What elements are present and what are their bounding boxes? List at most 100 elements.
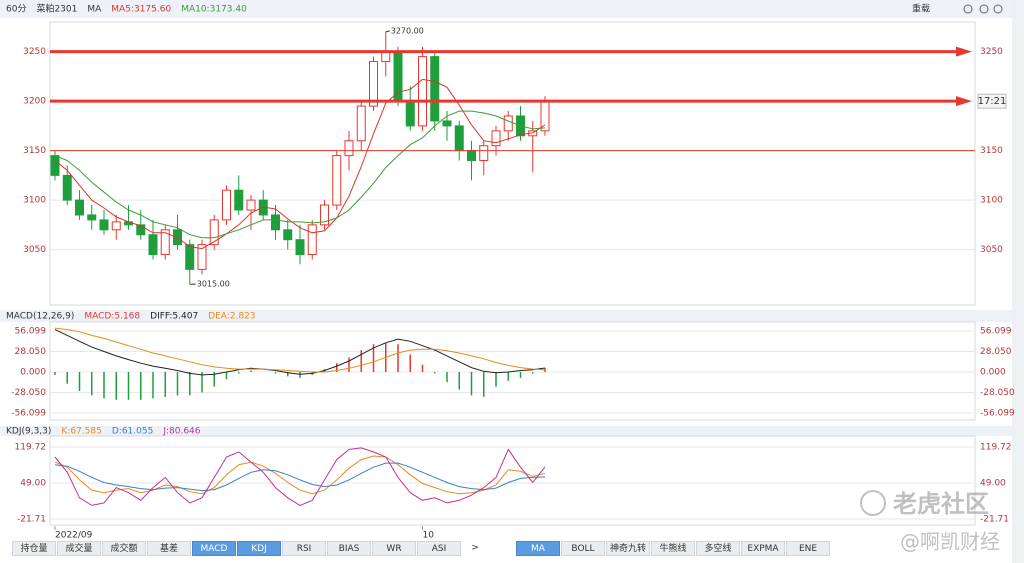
price-arrow xyxy=(956,96,972,107)
y-tick-label-right: 3150 xyxy=(980,146,1003,156)
legend-text: 60分 xyxy=(6,4,26,15)
panel-frame xyxy=(49,21,976,306)
candle-body xyxy=(503,115,513,132)
y-tick-label-right: 0.000 xyxy=(980,367,1006,377)
candle-body xyxy=(479,145,489,162)
watermark-logo xyxy=(860,490,886,516)
indicator-line xyxy=(54,78,546,250)
y-tick-label-right: 28.050 xyxy=(980,347,1012,357)
indicator-tab[interactable]: 多空线 xyxy=(696,541,740,556)
indicator-tab[interactable]: MA xyxy=(516,541,560,556)
legend-text: D:61.055 xyxy=(112,427,153,437)
y-tick-label: 3250 xyxy=(23,47,46,57)
candle-body xyxy=(197,244,207,270)
side-strip xyxy=(1012,0,1024,563)
candle-body xyxy=(344,140,354,157)
y-tick-label: 0.000 xyxy=(20,367,46,377)
indicator-tab[interactable]: 神奇九转 xyxy=(606,541,650,556)
legend-text: MA xyxy=(87,5,102,15)
candle-body xyxy=(467,150,476,162)
y-tick-label: 3050 xyxy=(23,245,46,255)
panel-header xyxy=(0,0,1012,18)
candle-body xyxy=(209,219,219,246)
candle-body xyxy=(491,130,501,147)
y-tick-label-right: 56.099 xyxy=(980,326,1012,336)
y-tick-label-right: 3250 xyxy=(980,47,1003,57)
indicator-tab[interactable]: BIAS xyxy=(327,541,371,556)
y-tick-label: 3100 xyxy=(23,196,46,206)
indicator-tab[interactable]: MACD xyxy=(192,541,236,556)
indicator-line xyxy=(54,327,546,373)
candle-body xyxy=(283,229,293,241)
candle-body xyxy=(246,199,256,211)
reload-button[interactable]: 重载 xyxy=(912,3,930,15)
watermark-author: @啊凯财经 xyxy=(900,530,1000,554)
candle-body xyxy=(99,219,109,231)
indicator-tab[interactable]: ENE xyxy=(786,541,830,556)
y-tick-label-right: -21.71 xyxy=(980,514,1009,524)
candle-body xyxy=(393,51,403,102)
price-tag: 17:21 xyxy=(978,96,1007,107)
indicator-tab[interactable]: 成交额 xyxy=(102,541,146,556)
window-icon xyxy=(993,4,1003,14)
candle-body xyxy=(87,214,97,221)
y-tick-label: 3150 xyxy=(23,146,46,156)
max-label: 3270.00 xyxy=(391,26,424,35)
candle-body xyxy=(320,204,329,226)
candle-body xyxy=(75,199,84,216)
candle-body xyxy=(418,56,427,127)
candle-body xyxy=(332,155,342,206)
indicator-line xyxy=(54,455,546,495)
legend-text: 菜粕2301 xyxy=(36,3,77,15)
y-tick-label-right: 3100 xyxy=(980,196,1003,206)
legend-text: K:67.585 xyxy=(61,427,101,437)
indicator-tab[interactable]: 牛熊线 xyxy=(651,541,695,556)
min-label: 3015.00 xyxy=(197,280,230,289)
y-tick-label-right: 3050 xyxy=(980,245,1003,255)
candle-body xyxy=(185,244,195,270)
candle-body xyxy=(369,61,378,107)
legend-text: KDJ(9,3,3) xyxy=(6,427,51,437)
x-tick-label: 2022/09 xyxy=(55,531,93,541)
candle-body xyxy=(234,189,244,211)
indicator-tab[interactable]: RSI xyxy=(282,541,326,556)
max-leader xyxy=(385,30,390,33)
candle-body xyxy=(405,100,415,127)
indicator-tab[interactable]: KDJ xyxy=(237,541,281,556)
indicator-line xyxy=(54,110,546,239)
indicator-tab[interactable]: > xyxy=(462,541,488,556)
y-tick-label: 56.099 xyxy=(15,326,47,336)
indicator-tab[interactable]: BOLL xyxy=(561,541,605,556)
panel-frame xyxy=(49,435,976,526)
panel-header xyxy=(0,426,1012,436)
window-icon xyxy=(963,4,973,14)
indicator-tab[interactable]: WR xyxy=(372,541,416,556)
indicator-tabs: 持仓量 成交量 成交额 基差 MACD KDJ RSI BIAS WR ASI > MA BOLL 神奇九… xyxy=(12,541,831,557)
indicator-tab[interactable]: 基差 xyxy=(147,541,191,556)
indicator-tab[interactable]: 成交量 xyxy=(57,541,101,556)
y-tick-label: 49.00 xyxy=(20,478,46,488)
y-tick-label: -28.050 xyxy=(11,388,46,398)
legend-text: MA5:3175.60 xyxy=(111,5,171,15)
x-tick-label: 10 xyxy=(423,531,435,541)
candle-body xyxy=(442,120,452,127)
indicator-tab[interactable]: ASI xyxy=(417,541,461,556)
y-tick-label: 119.72 xyxy=(15,442,47,452)
candle-body xyxy=(222,189,231,221)
window-icon xyxy=(979,4,989,14)
candle-body xyxy=(454,125,464,152)
legend-text: DEA:2.823 xyxy=(208,312,255,322)
indicator-tab[interactable]: 持仓量 xyxy=(12,541,56,556)
indicator-line xyxy=(54,462,546,492)
legend-text: J:80.646 xyxy=(162,427,200,437)
legend-text: MACD:5.168 xyxy=(84,312,140,322)
panel-header xyxy=(0,310,1012,322)
candle-body xyxy=(136,224,146,236)
y-tick-label: -21.71 xyxy=(17,514,46,524)
candle-body xyxy=(271,214,280,231)
indicator-line xyxy=(54,447,546,506)
indicator-tab[interactable]: EXPMA xyxy=(741,541,785,556)
y-tick-label: 28.050 xyxy=(15,347,47,357)
